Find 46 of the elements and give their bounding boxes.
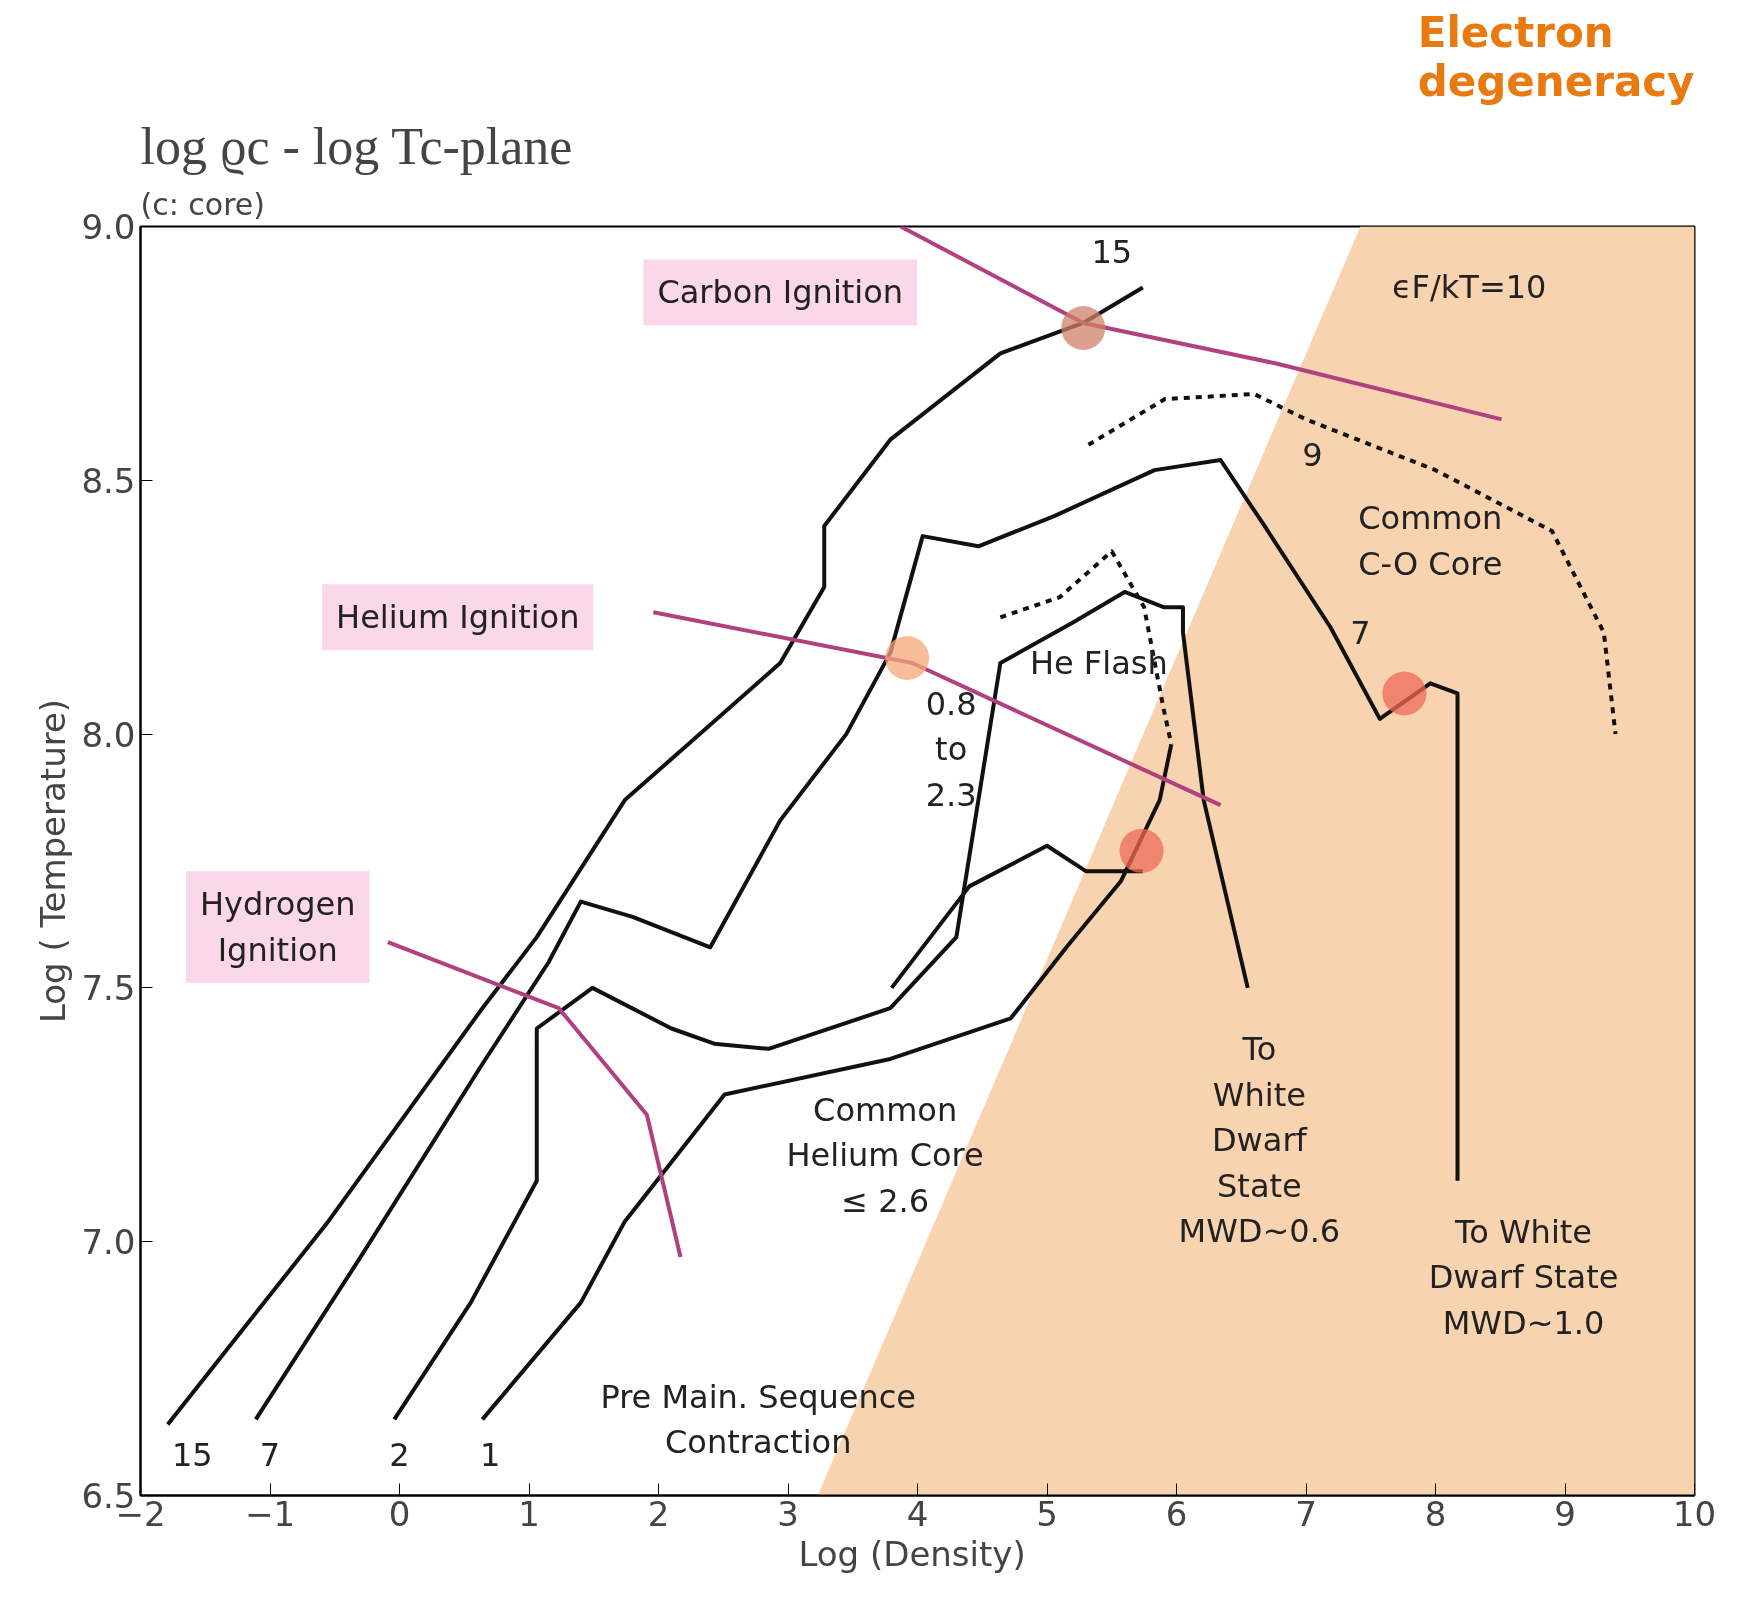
annotation: Hydrogen Ignition [199, 885, 356, 969]
x-tick-label: 8 [1424, 1493, 1447, 1534]
x-axis-title: Log (Density) [798, 1533, 1026, 1574]
x-tick-label: 5 [1036, 1493, 1058, 1534]
annotation: To White Dwarf State MWD~0.6 [1178, 1029, 1341, 1251]
annotation: 7 [1350, 614, 1371, 653]
annotation: ϵF/kT=10 [1391, 268, 1547, 307]
annotation: 9 [1302, 436, 1323, 475]
annotation: 15 [171, 1436, 213, 1475]
point [1119, 828, 1164, 873]
x-tick-label: −1 [244, 1493, 296, 1534]
x-tick-label: 2 [647, 1493, 670, 1534]
x-tick-label: 6 [1165, 1493, 1188, 1534]
annotation: He Flash [1029, 644, 1168, 683]
x-tick-label: 7 [1295, 1493, 1317, 1534]
annotation: 7 [259, 1436, 281, 1475]
annotation: To White Dwarf State MWD~1.0 [1428, 1212, 1619, 1342]
line-series [385, 940, 683, 1259]
point [1061, 306, 1106, 350]
point [885, 636, 930, 680]
text: Electron degeneracy [1417, 7, 1695, 106]
x-tick-label: 0 [388, 1493, 411, 1534]
annotation: Common C-O Core [1358, 499, 1503, 584]
point [1382, 671, 1427, 716]
x-tick-label: 9 [1554, 1493, 1576, 1534]
line-series [1086, 392, 1618, 737]
y-tick-label: 7.0 [81, 1222, 136, 1263]
annotation: Pre Main. Sequence Contraction [600, 1377, 917, 1462]
x-tick-label: 10 [1672, 1493, 1717, 1534]
annotation: Carbon Ignition [657, 273, 904, 312]
annotation: 15 [1091, 233, 1133, 272]
y-tick-label: 8.0 [81, 714, 136, 755]
y-axis-title: Log ( Temperature) [33, 698, 74, 1024]
x-tick-label: 1 [518, 1493, 540, 1534]
y-tick-label: 9.0 [81, 207, 136, 247]
annotation: 1 [479, 1436, 501, 1475]
x-tick-label: 4 [906, 1493, 929, 1534]
x-tick-label: 3 [777, 1493, 799, 1534]
annotation: 0.8 to 2.3 [925, 684, 977, 814]
annotation: Helium Ignition [336, 598, 580, 637]
y-tick-label: 7.5 [81, 968, 136, 1009]
chart-title: log ϱc - log Tc-plane [140, 117, 573, 175]
y-tick-label: 8.5 [81, 460, 136, 501]
chart-subtitle: (c: core) [140, 186, 266, 222]
annotation: 2 [389, 1436, 410, 1475]
annotation: Common Helium Core ≤ 2.6 [786, 1090, 984, 1221]
